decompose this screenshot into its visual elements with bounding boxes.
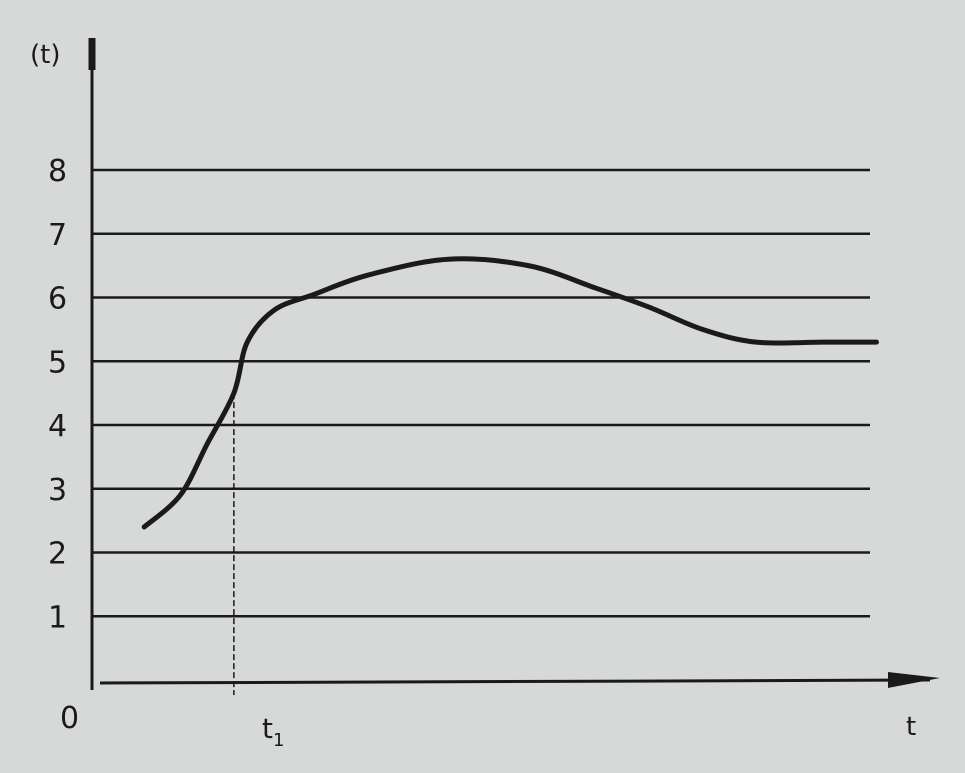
origin-label: 0 [60,701,79,736]
y-tick-label-2: 2 [48,537,67,572]
y-axis-title: (t) [30,40,60,70]
x-axis-title: t [906,712,916,742]
y-tick-label-4: 4 [48,409,67,444]
y-tick-label-6: 6 [48,282,67,317]
t1-label: t1 [262,712,284,751]
t1-label-main: t [262,712,273,745]
y-tick-label-7: 7 [48,218,67,253]
y-tick-label-8: 8 [48,154,67,189]
t1-label-sub: 1 [273,730,284,751]
x-axis-arrow [888,672,940,688]
gridlines [92,168,870,618]
y-tick-label-5: 5 [48,345,67,380]
y-tick-label-3: 3 [48,473,67,508]
y-tick-labels: 1 2 3 4 5 6 7 8 [48,154,67,635]
response-curve [141,256,879,530]
y-tick-label-1: 1 [48,600,67,635]
x-axis [99,678,931,685]
axes [88,38,940,690]
